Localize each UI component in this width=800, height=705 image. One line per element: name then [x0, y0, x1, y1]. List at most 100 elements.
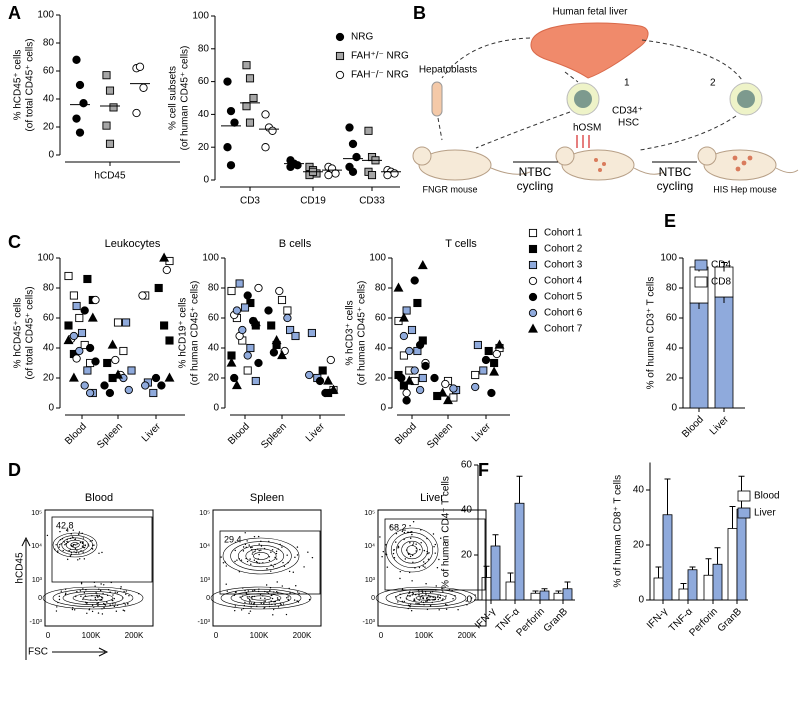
- event-dot: [236, 559, 238, 561]
- event-dot: [91, 604, 94, 606]
- hsc-cells: [737, 90, 755, 108]
- event-dot: [303, 566, 305, 568]
- data-point: [69, 331, 79, 341]
- x-tick-label: Spleen: [259, 421, 289, 451]
- event-dot: [423, 549, 426, 552]
- dot: [732, 155, 738, 161]
- dot: [598, 168, 602, 172]
- event-dot: [59, 544, 61, 546]
- event-dot: [410, 537, 412, 539]
- contour: [52, 532, 98, 558]
- arrows: [437, 37, 743, 151]
- event-dot: [113, 605, 116, 608]
- data-point: [315, 376, 325, 386]
- data-point: [113, 318, 123, 327]
- event-dot: [419, 597, 422, 599]
- chart-title: Leukocytes: [105, 238, 161, 250]
- contour: [385, 527, 439, 573]
- event-dot: [418, 566, 421, 569]
- data-point: [157, 381, 166, 390]
- event-dot: [397, 545, 400, 547]
- contour: [82, 595, 104, 601]
- event-dot: [296, 554, 299, 556]
- event-dot: [395, 532, 398, 535]
- legend-label: Cohort 2: [544, 244, 583, 255]
- data-point: [267, 321, 276, 330]
- data-point: [72, 354, 81, 363]
- event-dot: [438, 558, 440, 561]
- contour: [210, 586, 312, 610]
- y-axis-label: (of human CD45⁺ cells): [190, 281, 201, 386]
- event-dot: [252, 590, 254, 592]
- event-dot: [415, 602, 417, 604]
- axis-arrow: [21, 536, 31, 547]
- data-point: [271, 335, 282, 345]
- data-point: [418, 373, 427, 383]
- event-dot: [443, 541, 446, 543]
- event-dot: [401, 530, 404, 533]
- y-tick-label: 100: [37, 10, 54, 21]
- event-dot: [91, 539, 93, 542]
- y-tick-label: 0: [38, 595, 42, 602]
- data-point: [275, 286, 284, 296]
- data-point: [399, 381, 408, 390]
- bar-segment: [689, 302, 709, 409]
- event-dot: [271, 597, 274, 600]
- event-dot: [97, 612, 100, 614]
- event-dot: [66, 528, 69, 530]
- treatment-label: hOSM: [573, 123, 601, 134]
- panel-label: A: [8, 3, 21, 23]
- data-point: [261, 110, 270, 119]
- event-dot: [242, 550, 245, 552]
- event-dot: [79, 590, 82, 592]
- event-dot: [55, 610, 58, 612]
- y-tick-label: -10³: [363, 619, 376, 626]
- event-dot: [242, 546, 245, 548]
- data-point: [415, 385, 425, 395]
- panel-label: E: [664, 211, 676, 231]
- y-axis-label: % hCD45⁺ cells: [13, 298, 24, 369]
- bar: [712, 563, 723, 601]
- data-point: [494, 339, 505, 349]
- data-point: [132, 108, 141, 118]
- event-dot: [412, 561, 414, 563]
- event-dot: [84, 544, 86, 546]
- data-point: [421, 361, 430, 371]
- arrow: [639, 115, 737, 151]
- event-dot: [386, 566, 389, 568]
- data-point: [83, 366, 92, 375]
- event-dot: [250, 546, 252, 549]
- event-dot: [104, 604, 107, 606]
- event-dot: [248, 598, 251, 601]
- data-point: [367, 171, 377, 180]
- data-point: [489, 366, 500, 376]
- event-dot: [281, 585, 284, 587]
- y-tick-label: 10⁵: [364, 510, 375, 517]
- contour: [415, 595, 437, 601]
- event-dot: [265, 584, 268, 586]
- x-tick-label: Liver: [140, 421, 164, 445]
- x-tick-label: Blood: [63, 421, 89, 447]
- y-tick-label: 80: [208, 283, 220, 294]
- legend-label: Cohort 3: [544, 260, 583, 271]
- event-dot: [426, 600, 429, 602]
- event-dot: [101, 613, 104, 615]
- data-point: [364, 126, 373, 135]
- event-dot: [270, 551, 272, 553]
- y-tick-label: 0: [48, 403, 54, 414]
- data-point: [75, 128, 85, 137]
- event-dot: [272, 608, 275, 611]
- bar: [490, 545, 501, 601]
- y-tick-label: 40: [208, 343, 220, 354]
- data-point: [238, 325, 247, 335]
- y-tick-label: 20: [208, 373, 220, 384]
- event-dot: [76, 550, 78, 552]
- event-dot: [412, 542, 415, 544]
- legend-label: CD8: [711, 277, 731, 288]
- event-dot: [71, 536, 74, 538]
- diagram: Human fetal liver Hepatoblasts 1 2 CD34⁺…: [412, 7, 799, 194]
- event-dot: [409, 542, 411, 544]
- data-point: [471, 382, 480, 392]
- event-dot: [64, 544, 66, 546]
- event-dot: [65, 592, 67, 594]
